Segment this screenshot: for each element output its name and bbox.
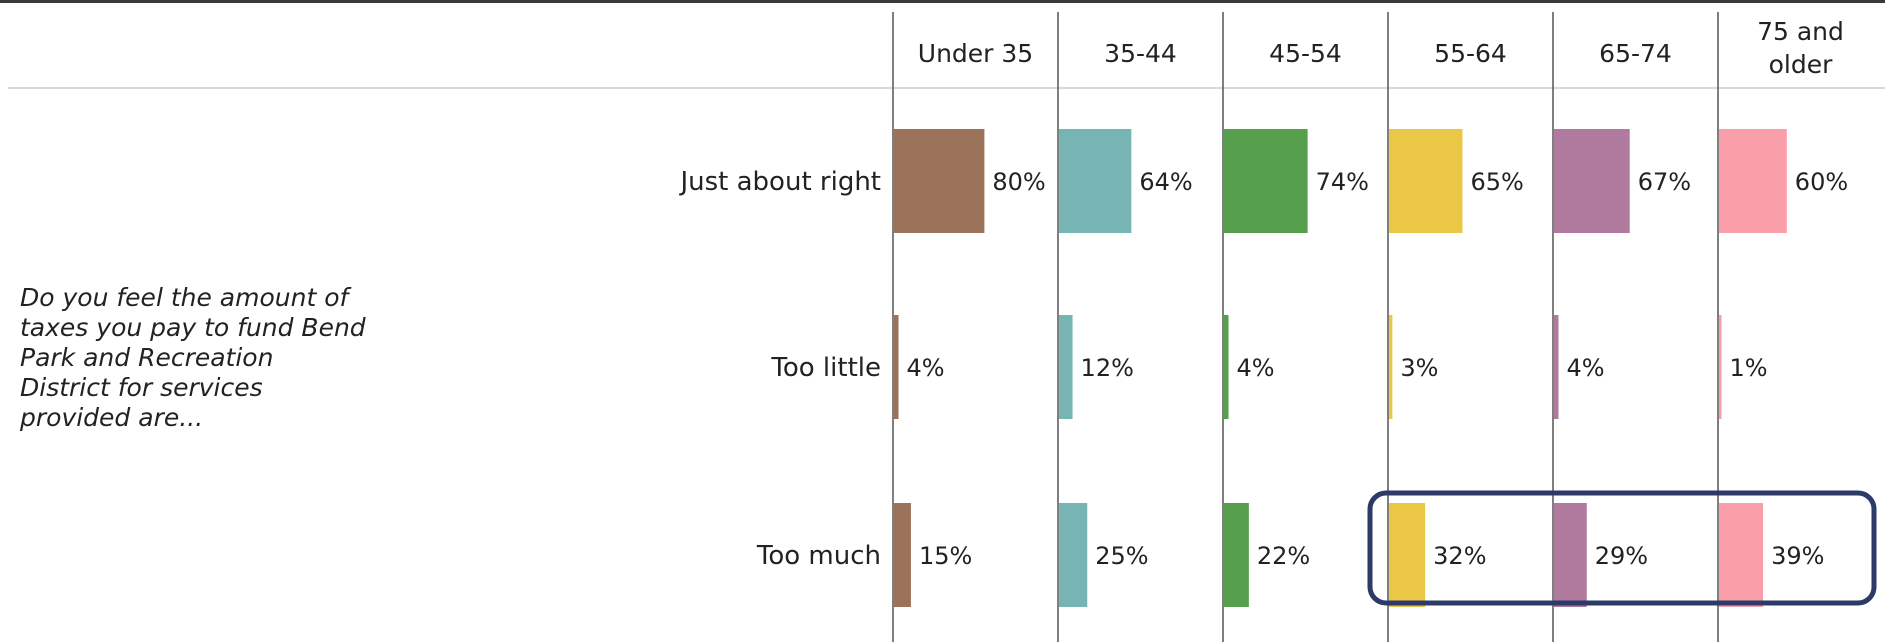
value-label-45-54-just-about-right: 74%	[1316, 168, 1369, 196]
panel-dividers	[892, 12, 1719, 642]
response-label-too-much: Too much	[756, 541, 881, 571]
value-label-45-54-too-little: 4%	[1237, 354, 1275, 382]
bar-75-and-older-too-little	[1719, 315, 1722, 419]
value-label-75-and-older-just-about-right: 60%	[1795, 168, 1848, 196]
value-label-55-64-just-about-right: 65%	[1470, 168, 1523, 196]
bar-75-and-older-too-much	[1719, 503, 1764, 607]
response-label-too-little: Too little	[770, 353, 881, 383]
value-label-under-35-just-about-right: 80%	[992, 168, 1045, 196]
header-35-44: 35-44	[1104, 39, 1177, 68]
value-label-35-44-too-little: 12%	[1081, 354, 1134, 382]
header-75-and-older: 75 and	[1757, 17, 1844, 46]
bar-55-64-just-about-right	[1389, 129, 1463, 233]
bar-65-74-too-much	[1554, 503, 1587, 607]
value-label-65-74-just-about-right: 67%	[1638, 168, 1691, 196]
bars	[894, 129, 1787, 607]
value-label-75-and-older-too-much: 39%	[1771, 542, 1824, 570]
question-line: Park and Recreation	[20, 343, 273, 372]
bar-35-44-too-much	[1059, 503, 1088, 607]
question-line: Do you feel the amount of	[20, 283, 352, 312]
header-55-64: 55-64	[1434, 39, 1507, 68]
question-line: taxes you pay to fund Bend	[20, 313, 366, 342]
value-label-55-64-too-much: 32%	[1433, 542, 1486, 570]
header-75-and-older: older	[1769, 50, 1833, 79]
bar-65-74-just-about-right	[1554, 129, 1630, 233]
value-label-55-64-too-little: 3%	[1400, 354, 1438, 382]
bar-under-35-too-much	[894, 503, 911, 607]
bar-45-54-too-little	[1224, 315, 1229, 419]
question-line: District for services	[20, 373, 263, 402]
header-under-35: Under 35	[918, 39, 1033, 68]
value-label-under-35-too-much: 15%	[919, 542, 972, 570]
bar-65-74-too-little	[1554, 315, 1559, 419]
bar-45-54-just-about-right	[1224, 129, 1308, 233]
bar-under-35-too-little	[894, 315, 899, 419]
response-labels: Just about right Too little Too much	[678, 167, 881, 571]
value-label-75-and-older-too-little: 1%	[1730, 354, 1768, 382]
value-label-35-44-just-about-right: 64%	[1139, 168, 1192, 196]
bar-55-64-too-much	[1389, 503, 1426, 607]
bar-35-44-too-little	[1059, 315, 1073, 419]
bar-75-and-older-just-about-right	[1719, 129, 1787, 233]
bar-45-54-too-much	[1224, 503, 1249, 607]
bar-35-44-just-about-right	[1059, 129, 1132, 233]
value-labels: 80% 4% 15% 64% 12% 25% 74% 4% 22% 65% 3% 32% 67% 4% 29…	[907, 168, 1849, 570]
highlight-box	[1367, 490, 1877, 606]
header-45-54: 45-54	[1269, 39, 1342, 68]
value-label-45-54-too-much: 22%	[1257, 542, 1310, 570]
value-label-under-35-too-little: 4%	[907, 354, 945, 382]
header-65-74: 65-74	[1599, 39, 1672, 68]
age-group-headers: Under 35 35-44 45-54 55-64 65-74 75 and older	[918, 17, 1844, 79]
question-line: provided are...	[19, 403, 203, 432]
value-label-65-74-too-little: 4%	[1567, 354, 1605, 382]
response-label-just-about-right: Just about right	[678, 167, 881, 197]
bar-55-64-too-little	[1389, 315, 1393, 419]
value-label-65-74-too-much: 29%	[1595, 542, 1648, 570]
bar-under-35-just-about-right	[894, 129, 985, 233]
value-label-35-44-too-much: 25%	[1095, 542, 1148, 570]
